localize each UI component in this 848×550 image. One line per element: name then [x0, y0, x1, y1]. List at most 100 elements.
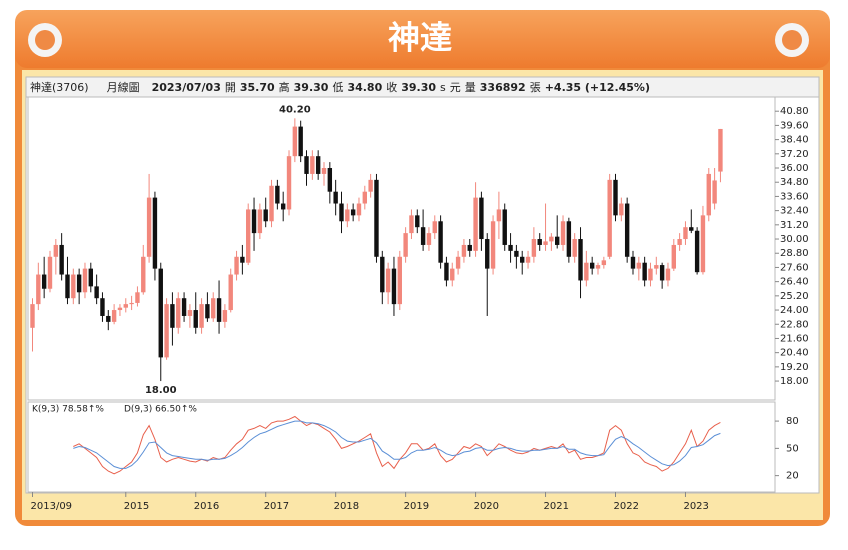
candle-body [689, 227, 694, 231]
candle-body [420, 227, 426, 245]
candle-body [520, 256, 525, 263]
candle-body [117, 307, 123, 311]
header-item: 39.30 [401, 81, 437, 94]
candle-body [152, 197, 158, 269]
candle-body [479, 197, 484, 240]
candle-body [315, 156, 321, 174]
y-tick-label: 38.40 [780, 135, 809, 146]
y-tick-label: 31.20 [780, 220, 809, 231]
candle-body [525, 256, 531, 263]
candle-body [76, 274, 82, 293]
candle-body [47, 256, 53, 289]
candle-body [345, 209, 350, 222]
candle-body [659, 265, 665, 281]
candle-body [654, 265, 659, 269]
candle-body [589, 262, 595, 269]
candle-body [310, 156, 315, 174]
header-item: 元 [449, 81, 461, 94]
x-tick-label: 2021 [544, 501, 569, 512]
chart-area [25, 76, 820, 494]
kd-line [73, 420, 721, 469]
y-tick-label: 80 [786, 416, 799, 427]
y-tick-label: 22.80 [780, 319, 809, 330]
header-item: 月線圖 [106, 81, 140, 94]
candle-body [485, 239, 490, 269]
y-tick-label: 32.40 [780, 206, 809, 217]
candle-body [111, 310, 117, 322]
candle-body [321, 168, 327, 174]
y-tick-label: 26.40 [780, 277, 809, 288]
header-item: 2023/07/03 [151, 81, 221, 94]
y-tick-label: 34.80 [780, 177, 809, 188]
kd-frame [27, 401, 776, 493]
candle-body [572, 239, 577, 257]
banner-dot [782, 30, 802, 50]
candle-body [624, 203, 630, 257]
y-tick-label: 40.80 [780, 106, 809, 117]
candle-body [374, 179, 379, 257]
candle-body [135, 292, 140, 303]
x-tick-label: 2013/09 [31, 501, 73, 512]
candle-body [683, 227, 688, 240]
candle-body [216, 298, 222, 322]
candle-body [461, 244, 467, 257]
candle-body [397, 256, 402, 305]
y-tick-label: 50 [786, 443, 799, 454]
candle-body [71, 274, 76, 299]
banner [15, 10, 830, 68]
header-item: 張 [529, 81, 541, 94]
candle-body [473, 197, 478, 251]
candle-body [94, 286, 99, 299]
x-tick-label: 2015 [124, 501, 149, 512]
x-tick-label: 2017 [264, 501, 289, 512]
annotation: 40.20 [279, 104, 311, 115]
candle-body [380, 256, 385, 293]
candle-body [176, 298, 181, 328]
candle-body [432, 221, 437, 234]
y-tick-label: 33.60 [780, 191, 809, 202]
candle-body [36, 274, 41, 305]
y-tick-label: 37.20 [780, 149, 809, 160]
candle-body [700, 215, 706, 273]
x-tick-label: 2019 [404, 501, 429, 512]
candle-body [496, 209, 502, 222]
price-frame [27, 96, 776, 401]
candle-body [619, 203, 624, 216]
legend-item: K(9,3) 78.58↑% [32, 405, 104, 415]
candle-body [543, 241, 548, 245]
candle-body [648, 268, 653, 281]
candle-body [269, 185, 274, 222]
candle-body [706, 173, 711, 216]
y-tick-label: 18.00 [780, 376, 809, 387]
candle-body [82, 268, 88, 293]
candle-body [444, 262, 449, 281]
y-tick-label: 21.60 [780, 333, 809, 344]
candle-body [222, 310, 228, 322]
candle-body [298, 126, 303, 157]
candle-body [350, 209, 356, 216]
header-item: 336892 [479, 81, 526, 94]
header-item: 開 [224, 81, 236, 94]
candle-body [508, 244, 513, 251]
y-tick-label: 27.60 [780, 262, 809, 273]
candle-body [106, 315, 111, 322]
candle-body [578, 239, 583, 281]
candle-body [490, 221, 496, 269]
candle-body [694, 230, 700, 273]
candle-body [502, 209, 507, 245]
candle-body [560, 221, 566, 245]
candle-body [263, 209, 268, 222]
candle-body [555, 236, 560, 245]
header-item: 收 [386, 81, 398, 94]
candle-body [712, 180, 717, 204]
candle-body [677, 239, 682, 245]
candle-body [595, 265, 601, 269]
candle-body [251, 209, 257, 234]
candle-body [205, 304, 210, 319]
candle-body [514, 250, 519, 257]
candle-body [601, 260, 607, 266]
candle-body [438, 221, 443, 263]
candle-body [164, 304, 169, 358]
